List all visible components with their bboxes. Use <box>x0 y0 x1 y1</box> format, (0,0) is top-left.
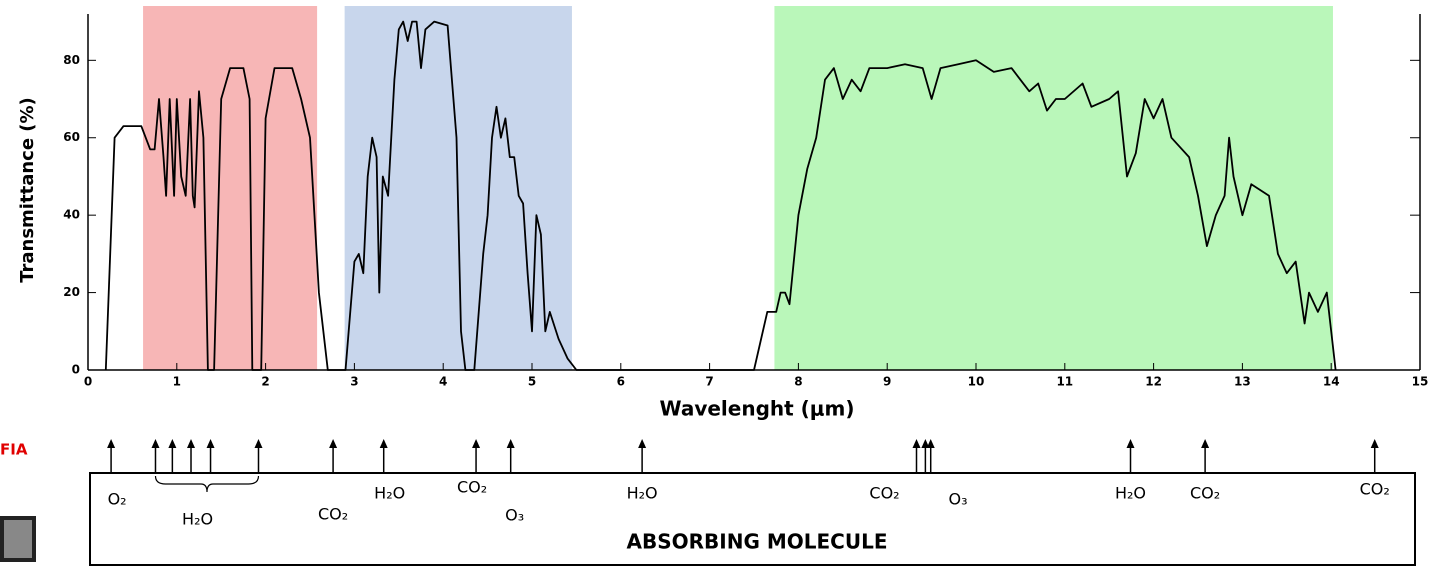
y-axis-label: Transmittance (%) <box>17 97 38 283</box>
x-tick-label: 1 <box>173 375 181 389</box>
arrow-head <box>379 439 388 448</box>
band <box>143 6 318 370</box>
absorber-label: CO₂ <box>869 484 899 503</box>
absorber-label: CO₂ <box>318 505 348 524</box>
arrow-head <box>1126 439 1135 448</box>
y-tick-label: 0 <box>72 363 80 377</box>
y-tick-label: 80 <box>63 53 80 67</box>
x-tick-label: 3 <box>350 375 358 389</box>
arrow-head <box>187 439 196 448</box>
thumbnail-inner <box>4 520 32 558</box>
x-tick-label: 12 <box>1145 375 1162 389</box>
arrow-head <box>926 439 935 448</box>
x-tick-label: 4 <box>439 375 447 389</box>
absorber-label: CO₂ <box>457 478 487 497</box>
absorber-label: CO₂ <box>1190 484 1220 503</box>
absorber-box <box>89 472 1416 566</box>
arrow-head <box>206 439 215 448</box>
absorber-label: H₂O <box>1115 484 1146 503</box>
absorber-label: H₂O <box>374 484 405 503</box>
arrow-head <box>1201 439 1210 448</box>
band <box>774 6 1333 370</box>
arrow-head <box>151 439 160 448</box>
absorber-title: ABSORBING MOLECULE <box>627 530 888 554</box>
arrow-head <box>1370 439 1379 448</box>
x-axis-label: Wavelenght (μm) <box>659 397 854 421</box>
arrow-head <box>912 439 921 448</box>
y-tick-label: 60 <box>63 130 80 144</box>
arrow-head <box>506 439 515 448</box>
x-tick-label: 9 <box>883 375 891 389</box>
y-tick-label: 20 <box>63 285 80 299</box>
x-tick-label: 13 <box>1234 375 1251 389</box>
x-tick-label: 5 <box>528 375 536 389</box>
absorber-label: CO₂ <box>1360 480 1390 499</box>
x-tick-label: 8 <box>794 375 802 389</box>
x-tick-label: 14 <box>1323 375 1340 389</box>
x-tick-label: 6 <box>617 375 625 389</box>
absorber-label: O₂ <box>108 490 127 509</box>
absorber-label: H₂O <box>627 484 658 503</box>
x-tick-label: 10 <box>968 375 985 389</box>
arrow-head <box>329 439 338 448</box>
x-tick-label: 15 <box>1412 375 1429 389</box>
arrow-head <box>472 439 481 448</box>
arrow-head <box>254 439 263 448</box>
absorber-label: H₂O <box>182 510 213 529</box>
y-tick-label: 40 <box>63 208 80 222</box>
x-tick-label: 7 <box>705 375 713 389</box>
arrow-head <box>107 439 116 448</box>
x-tick-label: 11 <box>1056 375 1073 389</box>
absorber-label: O₃ <box>949 490 968 509</box>
x-tick-label: 0 <box>84 375 92 389</box>
transmittance-line <box>104 20 1337 371</box>
arrow-head <box>168 439 177 448</box>
x-tick-label: 2 <box>261 375 269 389</box>
side-text: FIA <box>0 441 28 459</box>
absorber-label: O₃ <box>505 506 524 525</box>
arrow-head <box>638 439 647 448</box>
brace <box>154 475 260 493</box>
arrow-head <box>921 439 930 448</box>
